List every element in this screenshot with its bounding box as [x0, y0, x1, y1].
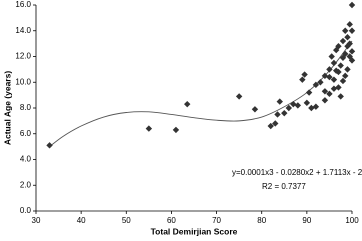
r-squared: R2 = 0.7377 — [262, 182, 306, 191]
y-tick-label: 14.0 — [15, 26, 31, 35]
y-tick-label: 8.0 — [20, 103, 32, 112]
y-tick-label: 6.0 — [20, 129, 32, 138]
y-tick-label: 2.0 — [20, 180, 32, 189]
y-tick-label: 0.0 — [20, 206, 32, 215]
y-tick-label: 4.0 — [20, 155, 32, 164]
point — [337, 62, 344, 69]
point — [326, 90, 333, 98]
point — [339, 77, 347, 85]
x-tick-label: 40 — [77, 216, 86, 225]
point — [317, 79, 324, 86]
point — [235, 93, 243, 100]
point — [184, 100, 191, 108]
point — [276, 98, 283, 105]
point — [308, 104, 315, 112]
point — [330, 76, 338, 83]
point — [321, 88, 329, 95]
x-tick-label: 50 — [122, 216, 131, 225]
x-axis-label: Total Demirjian Score — [151, 226, 238, 236]
point — [335, 84, 342, 91]
point — [326, 73, 333, 81]
y-tick-label: 10.0 — [15, 77, 31, 86]
y-tick-label: 16.0 — [15, 0, 31, 9]
point — [342, 72, 349, 80]
point — [342, 27, 349, 34]
point — [335, 43, 342, 50]
point — [333, 67, 340, 74]
point — [305, 89, 313, 96]
point — [285, 104, 292, 112]
point — [330, 59, 338, 67]
point — [330, 85, 338, 92]
point — [272, 120, 279, 127]
point — [294, 102, 302, 109]
point — [172, 126, 180, 134]
point — [344, 66, 351, 73]
point — [290, 100, 297, 108]
point — [46, 142, 53, 149]
x-tick-label: 100 — [345, 216, 359, 225]
trendline — [49, 40, 353, 147]
point — [342, 50, 349, 58]
point — [337, 93, 344, 100]
x-tick-label: 60 — [167, 216, 176, 225]
point — [346, 40, 353, 47]
point — [312, 103, 320, 110]
x-tick-label: 90 — [302, 216, 311, 225]
point — [326, 66, 333, 73]
point — [339, 37, 347, 45]
point — [344, 33, 351, 41]
point — [312, 81, 320, 89]
point — [348, 1, 356, 9]
point — [145, 125, 153, 132]
x-tick-label: 80 — [257, 216, 266, 225]
point — [267, 122, 274, 130]
point — [251, 106, 259, 113]
point — [321, 72, 329, 80]
point — [348, 48, 356, 55]
point — [301, 71, 308, 78]
point — [274, 111, 281, 118]
x-tick-label: 30 — [32, 216, 41, 225]
point — [321, 97, 329, 104]
point — [348, 57, 356, 64]
y-axis-label: Actual Age (years) — [2, 71, 12, 145]
point — [346, 21, 353, 28]
point — [299, 76, 306, 83]
point — [281, 109, 288, 117]
point — [303, 99, 311, 107]
equation: y=0.0001x3 - 0.0280x2 + 1.7113x - 26.433… — [232, 168, 362, 177]
x-tick-label: 70 — [212, 216, 221, 225]
point — [348, 27, 356, 34]
y-tick-label: 12.0 — [15, 52, 31, 61]
point — [328, 53, 335, 60]
